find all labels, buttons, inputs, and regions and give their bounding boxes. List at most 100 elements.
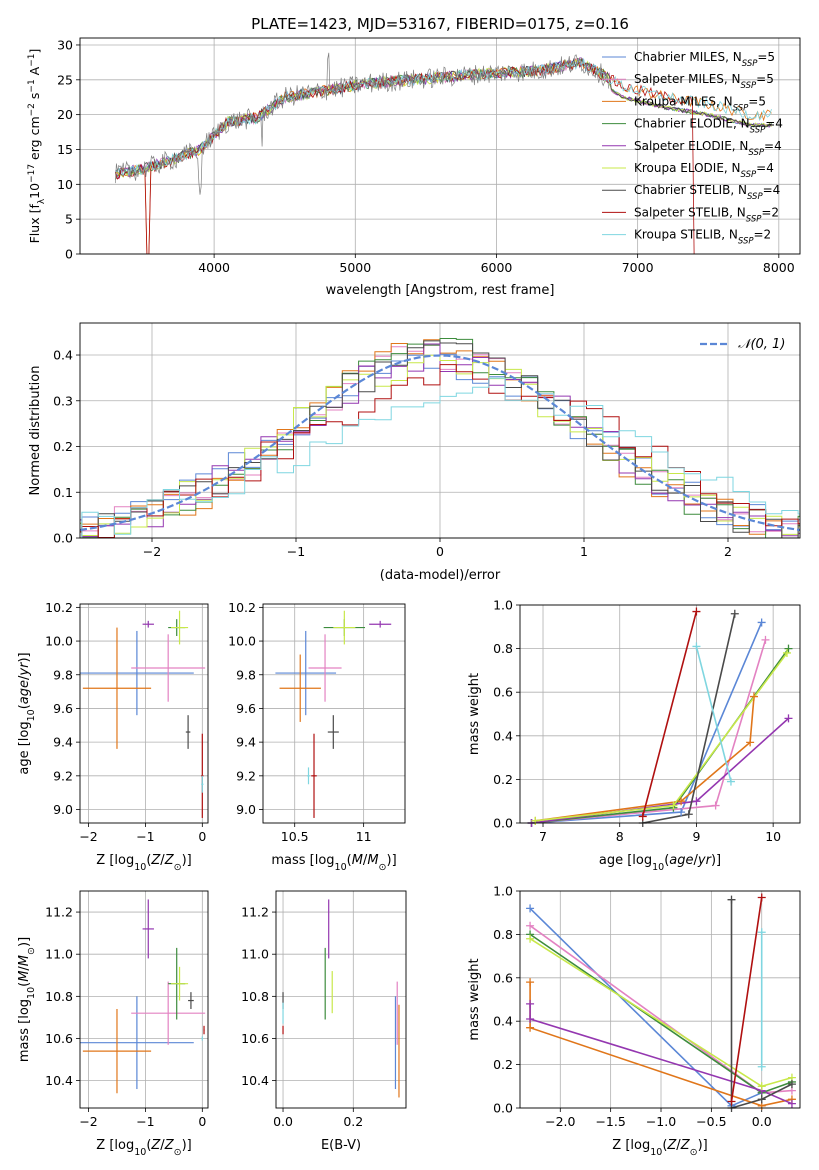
axis-label-x: wavelength [Angstrom, rest frame] — [326, 283, 555, 298]
histogram-step — [80, 377, 800, 538]
tick-label-x: 0.0 — [273, 1114, 293, 1129]
tick-label-x: 1 — [580, 544, 588, 559]
weight-series-line — [641, 611, 698, 817]
weight-marker — [787, 1099, 796, 1108]
weight-marker — [757, 1062, 766, 1071]
tick-label-y: 0.2 — [493, 772, 513, 787]
axis-label-x: (data-model)/error — [380, 568, 501, 583]
tick-label-y: 9.2 — [53, 768, 73, 783]
weight-marker — [727, 1097, 736, 1106]
weight-series-line — [695, 646, 732, 782]
tick-label-y: 11.0 — [241, 947, 269, 962]
weight-marker — [684, 810, 693, 819]
weight-marker — [757, 893, 766, 902]
legend-entry: Salpeter STELIB, NSSP=2 — [634, 205, 779, 224]
weight-marker — [526, 978, 535, 987]
tick-label-x: −2 — [79, 1114, 97, 1129]
weight-marker — [692, 607, 701, 616]
plot-area — [275, 610, 392, 818]
tick-label-x: 11 — [356, 829, 372, 844]
tick-label-y: 10.0 — [228, 634, 256, 649]
tick-label-y: 1.0 — [493, 598, 513, 613]
weight-marker — [787, 1080, 796, 1089]
tick-label-y: 9.8 — [236, 667, 256, 682]
tick-label-y: 10.6 — [241, 1031, 269, 1046]
tick-label-x: 0 — [436, 544, 444, 559]
tick-label-y: 10.4 — [45, 1073, 73, 1088]
tick-label-y: 10.8 — [45, 989, 73, 1004]
panel-mass-vs-z: −2 −1 0 10.4 10.6 10.8 11.0 11.2 Z [log10(Z/Z⊙)]… — [17, 890, 209, 1158]
spectrum-data-line — [114, 52, 610, 195]
axis-label-x: Z [log10(Z/Z⊙)] — [96, 853, 191, 873]
legend-entry: 𝒩(0, 1) — [738, 337, 785, 352]
tick-label-x: −1 — [287, 544, 305, 559]
tick-label-y: 15 — [57, 142, 73, 157]
tick-label-y: 20 — [57, 107, 73, 122]
tick-label-x: −1 — [136, 829, 154, 844]
axes-frame — [275, 890, 407, 1109]
tick-label-x: 6000 — [481, 260, 513, 275]
tick-label-y: 9.6 — [53, 701, 73, 716]
tick-label-x: 8000 — [763, 260, 795, 275]
tick-label-y: 10.8 — [241, 989, 269, 1004]
axes-frame — [79, 37, 801, 255]
weight-marker — [749, 692, 758, 701]
tick-label-x: 7 — [539, 829, 547, 844]
tick-label-y: 9.6 — [236, 701, 256, 716]
tick-label-y: 0 — [65, 247, 73, 262]
tick-label-x: −1.0 — [646, 1114, 676, 1129]
tick-label-y: 10 — [57, 177, 73, 192]
tick-label-y: 10.2 — [228, 600, 256, 615]
weight-marker — [711, 801, 720, 810]
weight-marker — [677, 808, 686, 817]
tick-label-x: 10 — [765, 829, 781, 844]
legend-entry: Kroupa STELIB, NSSP=2 — [634, 228, 771, 247]
tick-label-y: 9.2 — [236, 768, 256, 783]
tick-label-x: 0 — [198, 1114, 206, 1129]
weight-series-line — [535, 696, 755, 822]
tick-label-x: 0.0 — [752, 1114, 772, 1129]
axis-label-y: mass weight — [467, 673, 482, 755]
weight-marker — [757, 928, 766, 937]
weight-series-line — [529, 907, 763, 1107]
weight-marker — [727, 895, 736, 904]
axis-label-x: age [log10(age/yr)] — [599, 853, 721, 873]
axes-frame — [79, 603, 209, 824]
tick-label-y: 0.2 — [493, 1057, 513, 1072]
weight-series-line — [529, 1003, 793, 1105]
weight-marker — [757, 1082, 766, 1091]
weight-marker — [692, 797, 701, 806]
weight-marker — [526, 934, 535, 943]
axes-frame — [519, 604, 801, 824]
axes-frame — [79, 322, 801, 539]
tick-label-y: 30 — [57, 37, 73, 52]
weight-marker — [784, 644, 793, 653]
weight-marker — [757, 1095, 766, 1104]
legend-entry: Salpeter MILES, NSSP=5 — [634, 72, 774, 91]
tick-label-x: 0.2 — [343, 1114, 363, 1129]
tick-label-y: 25 — [57, 72, 73, 87]
panel-mass-weight-vs-age: 7 8 9 10 0.0 0.2 0.4 0.6 0.8 1.0 age [log10(age/yr… — [467, 598, 801, 873]
weight-marker — [669, 801, 678, 810]
axis-label-y: mass weight — [467, 958, 482, 1040]
weight-marker — [526, 1015, 535, 1024]
tick-label-y: 1.0 — [493, 884, 513, 899]
weight-marker — [677, 797, 686, 806]
tick-label-y: 10.4 — [241, 1073, 269, 1088]
tick-label-y: 11.2 — [45, 905, 73, 920]
weight-marker — [692, 642, 701, 651]
weight-marker — [638, 812, 647, 821]
tick-label-y: 11.2 — [241, 905, 269, 920]
axis-label-x: E(B-V) — [321, 1138, 361, 1153]
weight-marker — [782, 648, 791, 657]
axis-label-x: Z [log10(Z/Z⊙)] — [612, 1138, 707, 1158]
tick-label-y: 9.0 — [53, 802, 73, 817]
tick-label-x: 9 — [692, 829, 700, 844]
weight-series-line — [730, 897, 763, 1102]
legend-entry: Kroupa ELODIE, NSSP=4 — [634, 161, 774, 180]
tick-label-y: 0.4 — [493, 728, 513, 743]
panel-residual-histogram: −2 −1 0 1 2 0.0 0.1 0.2 0.3 0.4 𝒩(0, 1) (data-model… — [28, 322, 801, 583]
tick-label-y: 9.0 — [236, 802, 256, 817]
tick-label-y: 10.2 — [45, 600, 73, 615]
tick-label-y: 10.6 — [45, 1031, 73, 1046]
